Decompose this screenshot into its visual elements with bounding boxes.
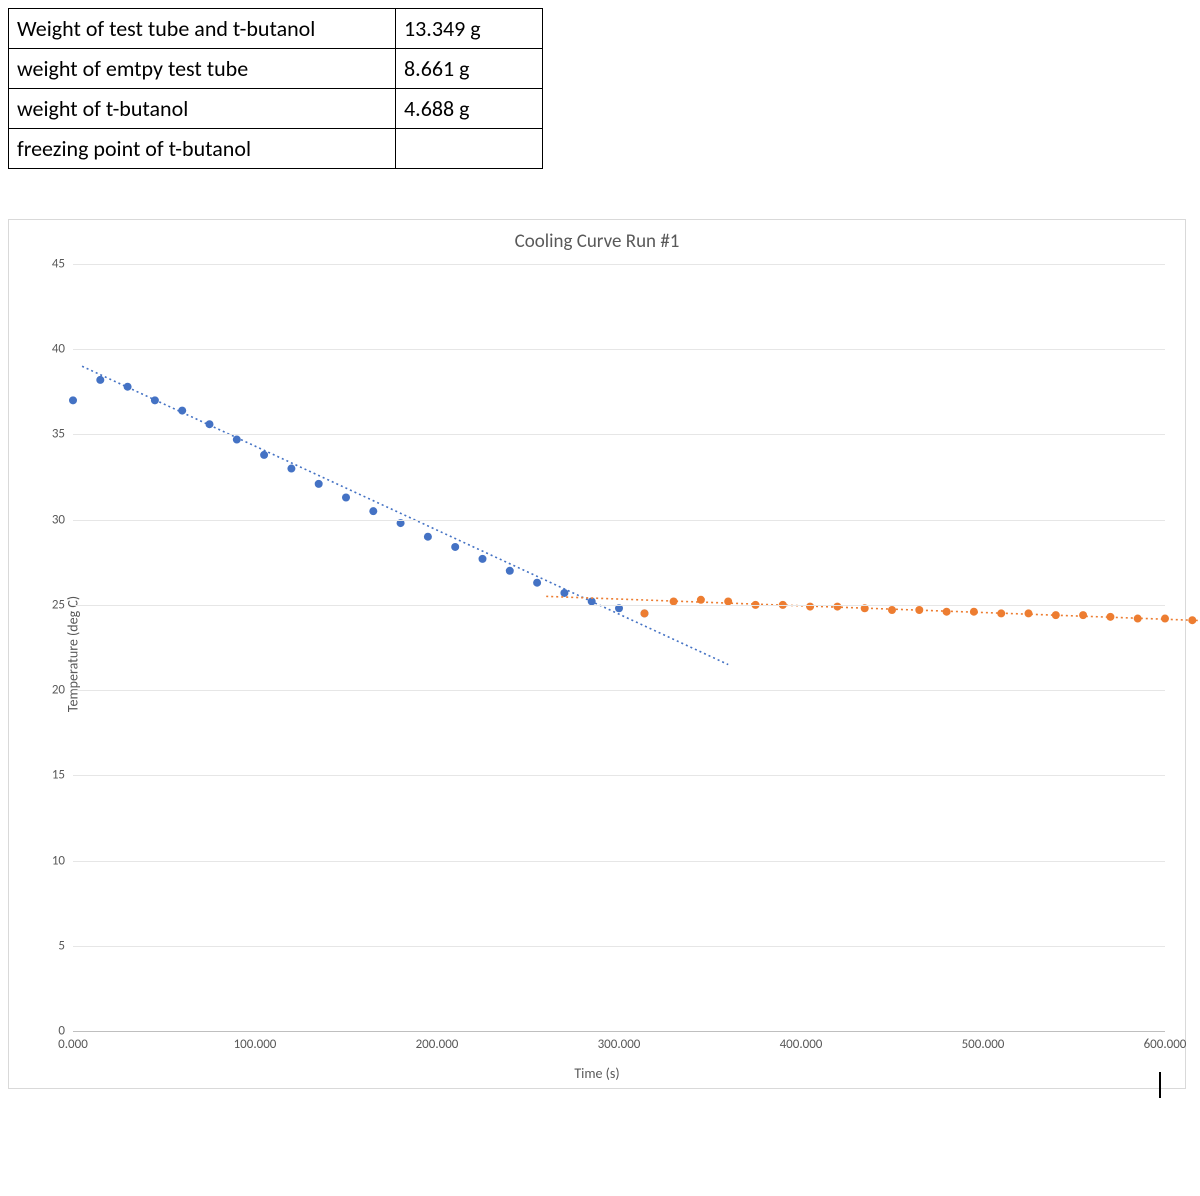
x-tick-label: 200.000 bbox=[416, 1031, 459, 1052]
table-row: Weight of test tube and t-butanol13.349 … bbox=[9, 9, 543, 49]
row-value: 13.349 g bbox=[396, 9, 543, 49]
weights-table-body: Weight of test tube and t-butanol13.349 … bbox=[9, 9, 543, 169]
row-label: Weight of test tube and t-butanol bbox=[9, 9, 396, 49]
row-value bbox=[396, 129, 543, 169]
table-row: weight of emtpy test tube8.661 g bbox=[9, 49, 543, 89]
y-tick-label: 15 bbox=[52, 768, 73, 783]
y-tick-label: 10 bbox=[52, 853, 73, 868]
weights-table: Weight of test tube and t-butanol13.349 … bbox=[8, 8, 543, 169]
data-point bbox=[287, 465, 295, 473]
x-tick-label: 300.000 bbox=[598, 1031, 641, 1052]
row-label: weight of emtpy test tube bbox=[9, 49, 396, 89]
text-cursor bbox=[1159, 1072, 1161, 1098]
data-point bbox=[1106, 613, 1114, 621]
data-point bbox=[1188, 616, 1196, 624]
data-point bbox=[206, 420, 214, 428]
data-point bbox=[69, 396, 77, 404]
data-point bbox=[970, 608, 978, 616]
data-point bbox=[151, 396, 159, 404]
data-point bbox=[888, 606, 896, 614]
y-tick-label: 5 bbox=[58, 938, 73, 953]
y-tick-label: 35 bbox=[52, 427, 73, 442]
data-point bbox=[424, 533, 432, 541]
row-value: 8.661 g bbox=[396, 49, 543, 89]
row-value: 4.688 g bbox=[396, 89, 543, 129]
x-tick-label: 0.000 bbox=[58, 1031, 88, 1052]
data-point bbox=[1134, 615, 1142, 623]
data-point bbox=[479, 555, 487, 563]
y-tick-label: 40 bbox=[52, 342, 73, 357]
data-point bbox=[833, 603, 841, 611]
y-tick-label: 30 bbox=[52, 512, 73, 527]
cooling-curve-chart: Cooling Curve Run #1 Temperature (deg C)… bbox=[8, 219, 1186, 1089]
data-point bbox=[369, 507, 377, 515]
data-point bbox=[640, 609, 648, 617]
x-tick-label: 100.000 bbox=[234, 1031, 277, 1052]
data-point bbox=[178, 407, 186, 415]
data-point bbox=[451, 543, 459, 551]
data-point bbox=[124, 383, 132, 391]
data-point bbox=[233, 436, 241, 444]
y-tick-label: 45 bbox=[52, 257, 73, 272]
data-point bbox=[943, 608, 951, 616]
x-tick-label: 400.000 bbox=[780, 1031, 823, 1052]
x-axis-label: Time (s) bbox=[9, 1065, 1185, 1082]
data-point bbox=[1052, 611, 1060, 619]
plot-area: 0510152025303540450.000100.000200.000300… bbox=[73, 264, 1165, 1032]
chart-title: Cooling Curve Run #1 bbox=[9, 230, 1185, 253]
table-row: freezing point of t-butanol bbox=[9, 129, 543, 169]
row-label: weight of t-butanol bbox=[9, 89, 396, 129]
data-point bbox=[1079, 611, 1087, 619]
data-point bbox=[533, 579, 541, 587]
data-point bbox=[806, 603, 814, 611]
x-tick-label: 500.000 bbox=[962, 1031, 1005, 1052]
y-tick-label: 25 bbox=[52, 597, 73, 612]
data-point bbox=[1161, 615, 1169, 623]
row-label: freezing point of t-butanol bbox=[9, 129, 396, 169]
data-point bbox=[560, 589, 568, 597]
x-tick-label: 600.000 bbox=[1144, 1031, 1187, 1052]
trend-line-plateau-phase bbox=[546, 596, 1200, 622]
data-point bbox=[915, 606, 923, 614]
data-point bbox=[260, 451, 268, 459]
data-point bbox=[315, 480, 323, 488]
data-point bbox=[1025, 609, 1033, 617]
data-point bbox=[997, 609, 1005, 617]
data-point bbox=[96, 376, 104, 384]
table-row: weight of t-butanol4.688 g bbox=[9, 89, 543, 129]
data-point bbox=[506, 567, 514, 575]
plot-svg bbox=[73, 264, 1165, 1031]
y-tick-label: 20 bbox=[52, 683, 73, 698]
data-point bbox=[697, 596, 705, 604]
data-point bbox=[342, 494, 350, 502]
